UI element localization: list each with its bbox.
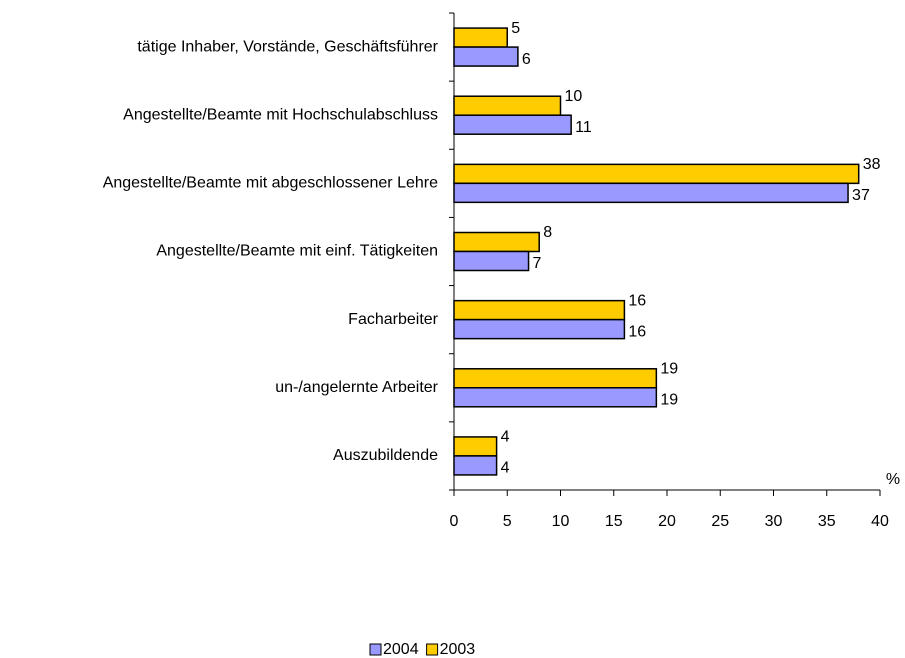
bar xyxy=(453,182,849,204)
bar xyxy=(453,368,658,389)
bar xyxy=(453,95,562,116)
value-label: 4 xyxy=(501,460,510,477)
legend-swatch xyxy=(426,643,439,656)
value-label: 16 xyxy=(628,292,646,309)
category-label: Angestellte/Beamte mit Hochschulabschlus… xyxy=(123,106,438,123)
bar xyxy=(453,231,540,253)
bar xyxy=(453,299,626,321)
bar xyxy=(453,46,519,67)
value-label: 10 xyxy=(565,88,583,105)
value-label: 11 xyxy=(575,119,592,136)
x-tick-label: 25 xyxy=(711,513,729,530)
bar xyxy=(453,387,658,408)
bar xyxy=(453,163,860,185)
category-label: Angestellte/Beamte mit einf. Tätigkeiten xyxy=(156,243,438,260)
value-label: 19 xyxy=(660,361,678,378)
bar xyxy=(453,436,498,457)
value-label: 7 xyxy=(533,255,542,272)
bar xyxy=(453,114,572,135)
x-tick-label: 35 xyxy=(818,513,836,530)
x-tick-label: 15 xyxy=(605,513,623,530)
category-label: Facharbeiter xyxy=(348,311,438,328)
bar xyxy=(453,27,508,48)
value-label: 6 xyxy=(522,51,531,68)
x-tick-label: 40 xyxy=(871,513,889,530)
value-label: 38 xyxy=(863,156,881,173)
legend-label: 2003 xyxy=(440,641,476,658)
bar xyxy=(453,318,626,340)
x-tick-label: 30 xyxy=(765,513,783,530)
x-tick-label: 0 xyxy=(450,513,459,530)
x-tick-label: 20 xyxy=(658,513,676,530)
value-label: 5 xyxy=(511,20,520,37)
x-axis-label: % xyxy=(886,471,900,488)
category-label: Auszubildende xyxy=(333,447,438,464)
bar xyxy=(453,250,530,272)
value-label: 16 xyxy=(628,323,646,340)
x-tick-label: 10 xyxy=(552,513,570,530)
value-label: 37 xyxy=(852,187,870,204)
category-label: un-/angelernte Arbeiter xyxy=(275,379,438,396)
bar xyxy=(453,455,498,476)
category-label: Angestellte/Beamte mit abgeschlossener L… xyxy=(103,175,438,192)
value-label: 19 xyxy=(660,392,678,409)
category-label: tätige Inhaber, Vorstände, Geschäftsführ… xyxy=(137,38,438,55)
legend-label: 2004 xyxy=(383,641,419,658)
value-label: 8 xyxy=(543,224,552,241)
x-tick-label: 5 xyxy=(503,513,512,530)
value-label: 4 xyxy=(501,429,510,446)
legend-swatch xyxy=(369,643,382,656)
